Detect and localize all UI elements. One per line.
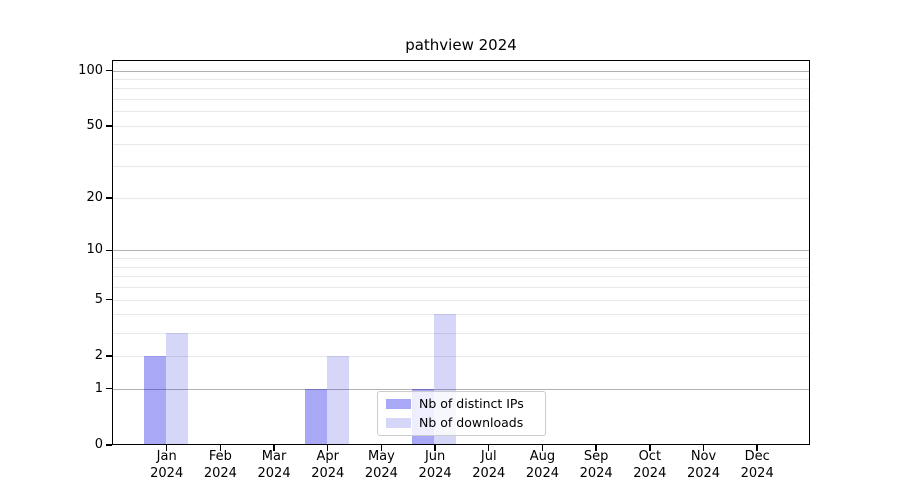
x-tick-label-sep: Sep 2024 <box>580 449 613 482</box>
x-tick-label-apr: Apr 2024 <box>311 449 344 482</box>
legend-label-downloads: Nb of downloads <box>419 415 524 430</box>
y-tick-label-10: 10 <box>86 242 103 258</box>
x-tick-year: 2024 <box>686 465 721 481</box>
minor-gridline-80 <box>112 88 810 90</box>
x-tick-month: Jul <box>480 449 497 464</box>
legend-item-distinct-ips: Nb of distinct IPs <box>386 397 545 411</box>
x-tick-month: May <box>367 449 395 464</box>
x-tick-month: Apr <box>316 449 339 464</box>
x-tick-month: Aug <box>529 449 556 464</box>
major-gridline-100 <box>112 70 810 72</box>
x-tick-month: Nov <box>690 449 717 464</box>
y-tick-label-20: 20 <box>86 189 103 205</box>
minor-gridline-30 <box>112 166 810 168</box>
bar-downloads-apr <box>326 355 349 445</box>
bar-distinct-ips-apr <box>304 388 327 445</box>
y-tick-label-1: 1 <box>94 380 103 396</box>
y-tick-mark-2 <box>106 355 112 357</box>
y-tick-label-50: 50 <box>86 117 103 133</box>
x-tick-year: 2024 <box>311 465 345 481</box>
x-tick-year: 2024 <box>579 465 613 481</box>
x-tick-mark-aug <box>541 445 544 451</box>
x-tick-label-may: May 2024 <box>365 449 398 482</box>
minor-gridline-4 <box>112 314 810 316</box>
minor-gridline-2 <box>112 355 810 357</box>
x-tick-mark-dec <box>756 445 758 451</box>
x-tick-month: Feb <box>208 449 232 464</box>
x-tick-year: 2024 <box>150 465 184 481</box>
legend-swatch-downloads-icon <box>386 418 411 428</box>
x-tick-month: Jan <box>156 449 177 464</box>
y-tick-mark-100 <box>106 69 112 72</box>
minor-gridline-60 <box>112 111 810 113</box>
minor-gridline-40 <box>112 143 810 145</box>
y-tick-label-2: 2 <box>94 347 103 363</box>
major-gridline-10 <box>112 250 810 252</box>
x-tick-mark-may <box>380 445 383 451</box>
x-tick-label-aug: Aug 2024 <box>526 449 559 482</box>
y-tick-mark-0 <box>106 444 112 446</box>
legend-label-distinct-ips: Nb of distinct IPs <box>419 396 524 411</box>
x-tick-label-feb: Feb 2024 <box>204 449 237 482</box>
x-tick-month: Mar <box>261 449 287 464</box>
x-tick-mark-feb <box>219 445 222 451</box>
y-tick-label-5: 5 <box>94 291 103 307</box>
x-tick-label-oct: Oct 2024 <box>633 449 666 482</box>
minor-gridline-90 <box>112 78 810 80</box>
x-tick-year: 2024 <box>633 465 667 481</box>
x-tick-label-mar: Mar 2024 <box>258 449 291 482</box>
x-tick-year: 2024 <box>418 465 452 481</box>
y-tick-label-100: 100 <box>78 62 103 78</box>
x-tick-label-jan: Jan 2024 <box>150 449 183 482</box>
y-tick-mark-10 <box>106 249 112 252</box>
y-tick-mark-20 <box>106 197 112 199</box>
chart-title: pathview 2024 <box>405 36 517 54</box>
x-tick-mark-jun <box>434 445 436 451</box>
major-gridline-1 <box>112 388 810 390</box>
minor-gridline-50 <box>112 125 810 127</box>
y-tick-label-0: 0 <box>94 437 103 452</box>
x-tick-year: 2024 <box>740 465 774 481</box>
x-tick-month: Dec <box>744 449 770 464</box>
x-tick-mark-sep <box>595 445 597 451</box>
minor-gridline-5 <box>112 299 810 301</box>
minor-gridline-7 <box>112 276 810 278</box>
bar-downloads-jan <box>165 332 188 445</box>
x-tick-month: Jun <box>424 449 446 464</box>
minor-gridline-8 <box>112 266 810 268</box>
legend-swatch-distinct-ips-icon <box>386 399 411 409</box>
minor-gridline-20 <box>112 197 810 199</box>
x-tick-month: Sep <box>583 449 609 464</box>
x-tick-year: 2024 <box>203 465 237 481</box>
legend-item-downloads: Nb of downloads <box>386 416 545 430</box>
y-tick-mark-50 <box>106 125 112 127</box>
x-tick-year: 2024 <box>257 465 291 481</box>
x-tick-year: 2024 <box>364 465 398 481</box>
x-tick-label-jun: Jun 2024 <box>419 449 452 482</box>
x-tick-mark-mar <box>273 445 275 451</box>
x-tick-label-dec: Dec 2024 <box>741 449 774 482</box>
minor-gridline-6 <box>112 287 810 289</box>
minor-gridline-70 <box>112 99 810 101</box>
x-tick-mark-jan <box>166 445 168 451</box>
y-tick-mark-1 <box>106 388 112 390</box>
x-tick-mark-nov <box>702 445 705 451</box>
x-tick-month: Oct <box>638 449 662 464</box>
x-tick-label-jul: Jul 2024 <box>472 449 505 482</box>
x-tick-mark-jul <box>488 445 490 451</box>
x-tick-label-nov: Nov 2024 <box>687 449 720 482</box>
minor-gridline-9 <box>112 258 810 260</box>
bar-distinct-ips-jan <box>143 355 166 445</box>
x-tick-mark-apr <box>327 445 329 451</box>
y-tick-mark-5 <box>106 298 112 301</box>
minor-gridline-3 <box>112 332 810 334</box>
legend: Nb of distinct IPs Nb of downloads <box>377 391 546 436</box>
x-tick-year: 2024 <box>525 465 559 481</box>
x-tick-mark-oct <box>649 445 651 451</box>
plot-area <box>112 60 810 445</box>
x-tick-year: 2024 <box>472 465 506 481</box>
